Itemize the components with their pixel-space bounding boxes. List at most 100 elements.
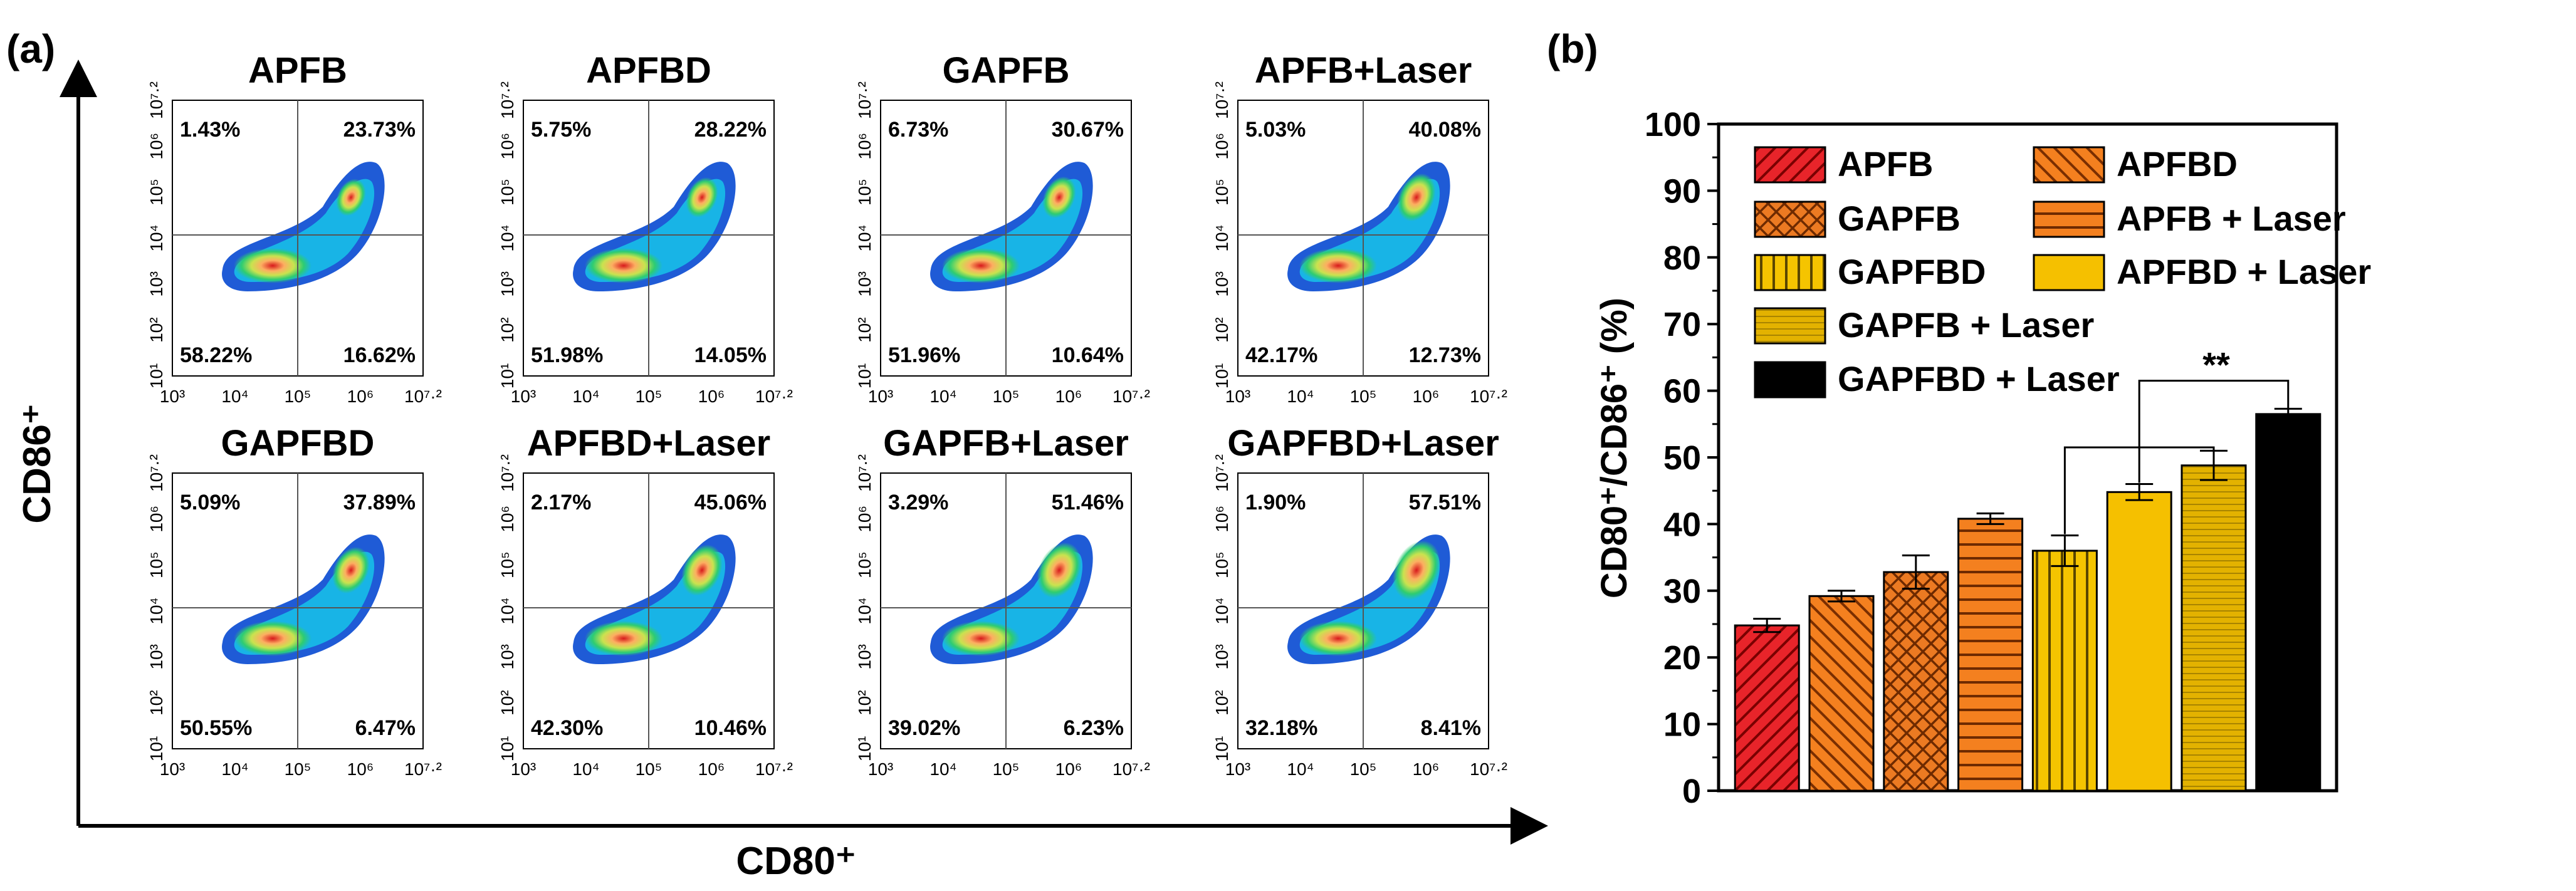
flow-y-tick: 10⁴ <box>498 597 517 624</box>
flow-x-tick: 10⁷·² <box>1470 387 1507 406</box>
quadrant-ll: 42.17% <box>1245 343 1317 367</box>
flow-plot-title: APFB+Laser <box>1255 50 1472 91</box>
quadrant-ul: 2.17% <box>531 491 591 514</box>
flow-y-tick: 10² <box>1212 317 1232 342</box>
legend-item: APFB <box>1754 144 1933 184</box>
bar <box>1734 624 1800 792</box>
flow-y-tick: 10⁶ <box>147 133 166 160</box>
quadrant-ll: 42.30% <box>531 716 603 740</box>
flow-y-tick: 10² <box>147 690 166 715</box>
y-tick-label: 100 <box>1645 106 1701 143</box>
flow-y-tick: 10⁴ <box>147 597 166 624</box>
density-hotspot-high <box>1037 542 1082 598</box>
density-hotspot-low <box>234 621 312 656</box>
y-tick-label: 50 <box>1663 439 1701 477</box>
y-tick-label: 40 <box>1663 506 1701 543</box>
flow-x-tick: 10³ <box>868 759 893 779</box>
flow-plot-title: APFBD+Laser <box>527 423 770 464</box>
error-bar <box>1828 590 1856 603</box>
flow-y-tick: 10³ <box>1212 644 1232 669</box>
flow-x-tick: 10³ <box>1225 759 1250 779</box>
flow-plot: GAPFBD 5.09% 37.89% 50.55% 6.47% 10³ 10⁴ 10⁵ 10⁶… <box>147 423 442 779</box>
flow-x-tick: 10³ <box>160 759 185 779</box>
density-cloud <box>930 534 1093 664</box>
flow-x-axis-label: CD80⁺ <box>736 840 856 883</box>
quadrant-ul: 1.43% <box>180 118 240 142</box>
flow-x-tick: 10³ <box>160 387 185 406</box>
flow-x-tick: 10⁴ <box>572 759 599 779</box>
flow-y-tick: 10⁷·² <box>1212 81 1232 119</box>
flow-y-tick: 10¹ <box>498 363 517 388</box>
legend-label: GAPFB + Laser <box>1838 305 2094 345</box>
density-cloud <box>1287 534 1450 664</box>
flow-plot-title: APFBD <box>586 50 711 91</box>
flow-y-tick: 10¹ <box>147 736 166 761</box>
quadrant-ul: 1.90% <box>1245 491 1306 514</box>
flow-y-tick: 10⁵ <box>147 551 166 578</box>
flow-y-tick: 10² <box>855 690 874 715</box>
density-cloud <box>222 534 385 664</box>
flow-y-tick: 10⁴ <box>147 224 166 251</box>
flow-y-tick: 10¹ <box>1212 363 1232 388</box>
flow-plot: GAPFB 6.73% 30.67% 51.96% 10.64% 10³ 10⁴ 10⁵ 10⁶… <box>855 50 1150 406</box>
flow-y-tick: 10² <box>1212 690 1232 715</box>
quadrant-ur: 40.08% <box>1409 118 1481 142</box>
bar <box>1808 595 1875 792</box>
flow-x-tick: 10⁷·² <box>404 387 442 406</box>
panel-b-label: (b) <box>1547 26 1598 71</box>
flow-y-tick: 10⁷·² <box>1212 454 1232 492</box>
density-cloud <box>930 162 1093 291</box>
legend-label: GAPFBD + Laser <box>1838 359 2120 399</box>
quadrant-ur: 23.73% <box>343 118 416 142</box>
bar <box>2106 491 2172 792</box>
flow-x-tick: 10⁷·² <box>755 759 793 779</box>
density-hotspot-high <box>1042 176 1076 219</box>
error-bar <box>1753 617 1781 633</box>
flow-x-tick: 10³ <box>511 759 536 779</box>
quadrant-lr: 8.41% <box>1421 716 1481 740</box>
flow-y-tick: 10⁴ <box>855 597 874 624</box>
flow-y-tick: 10² <box>498 690 517 715</box>
bar <box>2031 550 2098 792</box>
density-hotspot-high <box>681 544 723 596</box>
flow-plot-title: GAPFB <box>943 50 1070 91</box>
flow-y-tick: 10⁶ <box>147 506 166 533</box>
bar-y-axis-label: CD80⁺/CD86⁺ (%) <box>1594 298 1635 598</box>
flow-y-tick: 10¹ <box>1212 736 1232 761</box>
y-tick-label: 70 <box>1663 306 1701 343</box>
density-hotspot-low <box>942 621 1020 656</box>
significance-brackets <box>2063 380 2290 534</box>
bar <box>2255 413 2322 792</box>
flow-x-tick: 10³ <box>511 387 536 406</box>
flow-x-tick: 10⁴ <box>1287 387 1314 406</box>
legend-item: GAPFB + Laser <box>1754 305 2094 345</box>
flow-y-tick: 10³ <box>147 271 166 296</box>
y-tick-label: 20 <box>1663 639 1701 677</box>
flow-y-tick: 10³ <box>498 644 517 669</box>
quadrant-ll: 51.96% <box>888 343 960 367</box>
flow-x-tick: 10⁴ <box>221 759 248 779</box>
legend-label: GAPFB <box>1838 199 1961 238</box>
flow-y-tick: 10³ <box>498 271 517 296</box>
quadrant-ll: 50.55% <box>180 716 252 740</box>
quadrant-ur: 30.67% <box>1052 118 1124 142</box>
flow-y-tick: 10⁵ <box>1212 551 1232 578</box>
flow-y-tick: 10⁷·² <box>855 81 874 119</box>
flow-x-tick: 10⁵ <box>993 759 1020 779</box>
flow-x-tick: 10⁶ <box>347 759 374 779</box>
legend-swatch <box>2033 146 2105 184</box>
flow-y-tick: 10⁶ <box>1212 506 1232 533</box>
legend-item: APFBD <box>2033 144 2238 184</box>
bar <box>2181 464 2247 792</box>
flow-y-tick: 10⁵ <box>498 551 517 578</box>
quadrant-lr: 6.23% <box>1064 716 1124 740</box>
flow-y-tick: 10⁵ <box>1212 179 1232 206</box>
quadrant-ur: 28.22% <box>694 118 767 142</box>
flow-x-tick: 10⁶ <box>347 387 374 406</box>
density-hotspot-high <box>686 177 718 217</box>
flow-y-tick: 10¹ <box>147 363 166 388</box>
quadrant-ul: 3.29% <box>888 491 948 514</box>
flow-y-tick: 10⁷·² <box>147 81 166 119</box>
